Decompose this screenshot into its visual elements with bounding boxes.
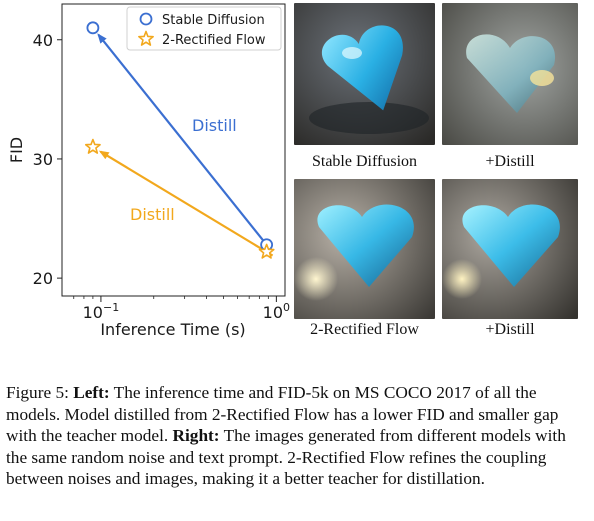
caption-figure-label: Figure 5: <box>6 383 74 402</box>
y-tick-label: 30 <box>33 150 53 169</box>
image-label-sd-distill: +Distill <box>485 153 535 170</box>
image-label-rf-distill: +Distill <box>485 321 535 338</box>
distill-arrow <box>97 33 272 251</box>
image-label-stable-diffusion: Stable Diffusion <box>311 153 418 170</box>
legend-label: Stable Diffusion <box>162 13 265 28</box>
y-tick-label: 20 <box>33 269 53 288</box>
caption-left-text: The inference time and FID-5k on MS COCO… <box>6 383 559 446</box>
caption-right-text: The images generated from different mode… <box>6 426 566 489</box>
legend-star-marker <box>138 30 154 46</box>
legend-label: 2-Rectified Flow <box>162 33 266 48</box>
distill-annotation-label: Distill <box>130 205 175 224</box>
rectified-flow-point <box>84 138 101 154</box>
x-tick-label: 10−1 <box>83 301 120 322</box>
image-2-rectified-flow-distill <box>442 179 578 319</box>
image-stable-diffusion-distill <box>442 3 578 145</box>
caption-left-label: Left: <box>73 383 110 402</box>
x-axis-label: Inference Time (s) <box>100 320 245 339</box>
image-2-rectified-flow <box>294 179 435 319</box>
rectified-flow-point <box>258 243 275 259</box>
caption-right-label: Right: <box>172 426 220 446</box>
plot-frame <box>61 3 286 297</box>
figure-caption: Figure 5: Left: The inference time and F… <box>6 382 590 490</box>
legend-box <box>126 6 282 51</box>
legend-circle-marker <box>139 12 153 26</box>
legend: Stable Diffusion 2-Rectified Flow <box>126 6 282 51</box>
image-stable-diffusion <box>294 3 435 145</box>
distill-arrow <box>98 150 274 257</box>
x-tick-label: 100 <box>263 301 290 322</box>
image-label-2-rectified-flow: 2-Rectified Flow <box>310 321 419 338</box>
y-tick-label: 40 <box>33 31 53 50</box>
distill-annotation-label: Distill <box>192 116 237 135</box>
stable-diffusion-point <box>86 21 100 35</box>
y-axis-label: FID <box>7 137 26 163</box>
fid-vs-inference-time-chart: 20 30 40 10−1 100 Distill Distill FID Infere… <box>7 3 290 339</box>
